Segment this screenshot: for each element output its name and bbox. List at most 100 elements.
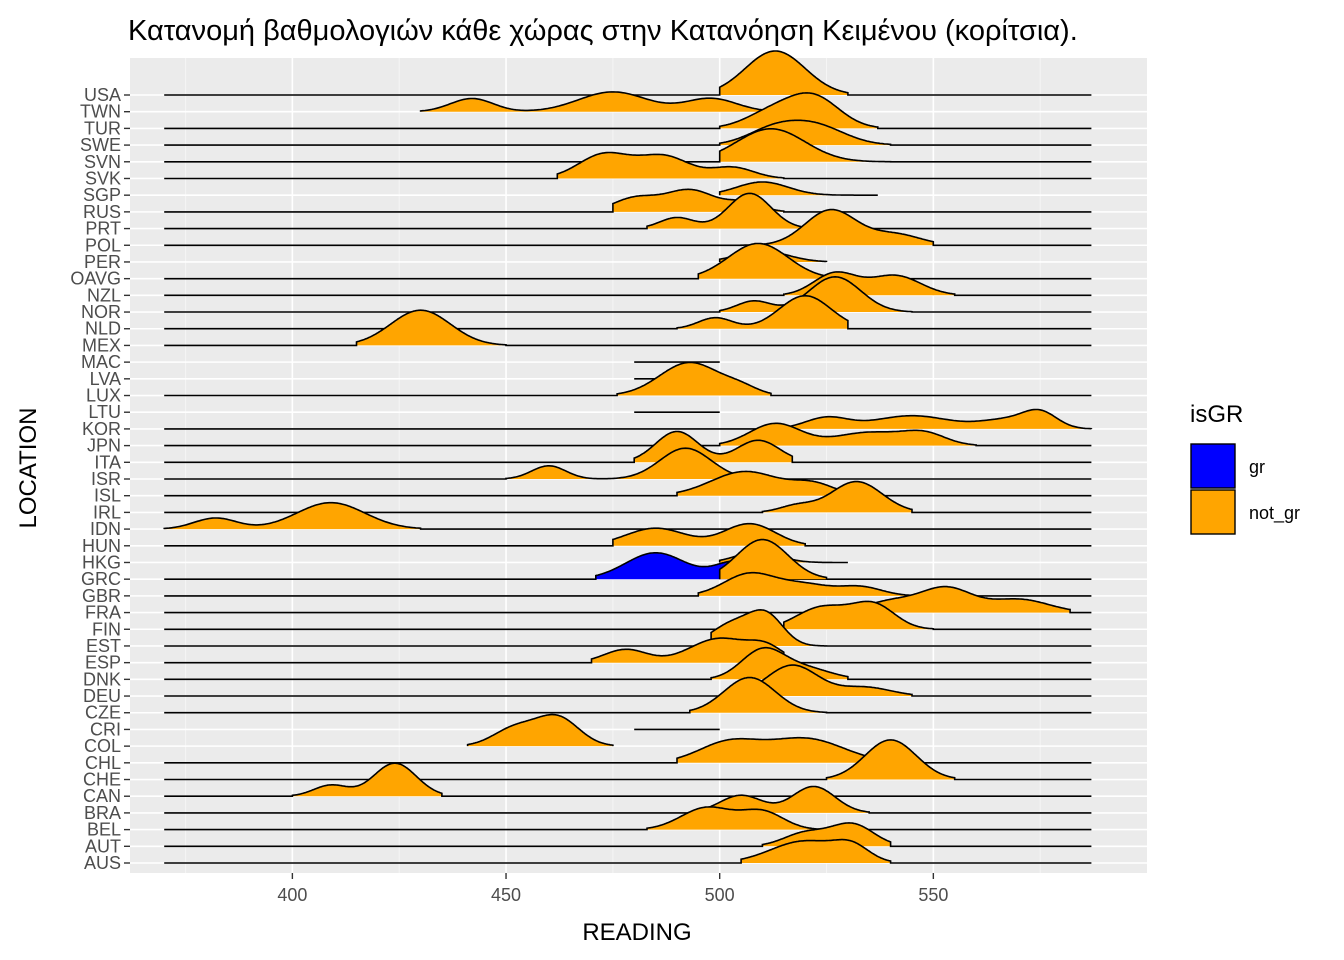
ridge-esp-not_gr xyxy=(164,637,1092,664)
y-tick-label: PER xyxy=(84,252,121,272)
ridge-outline xyxy=(164,447,1092,480)
ridge-bel-not_gr xyxy=(164,806,1092,831)
ridge-svk-not_gr xyxy=(164,151,1092,180)
ridge-fill xyxy=(677,295,848,329)
ridge-outline xyxy=(164,128,1092,163)
y-tick-label: AUT xyxy=(85,836,121,856)
ridge-twn-not_gr xyxy=(419,91,785,113)
ridge-fill xyxy=(506,448,763,479)
ridge-irl-not_gr xyxy=(164,480,1092,514)
y-tick-label: DEU xyxy=(83,686,121,706)
ridge-outline xyxy=(718,538,828,580)
ridge-fill xyxy=(677,737,912,763)
ridge-outline xyxy=(718,181,878,196)
y-tick-label: MAC xyxy=(81,352,121,372)
y-tick-label: BRA xyxy=(84,803,121,823)
ridge-fill xyxy=(711,647,848,680)
ridge-outline xyxy=(164,275,1092,313)
ridge-outline xyxy=(164,600,1092,631)
ridge-outline xyxy=(164,271,1092,297)
ridge-outline xyxy=(164,480,1092,514)
ridge-outline xyxy=(164,422,1092,447)
ridge-mex-not_gr xyxy=(164,309,1092,347)
ridge-outline xyxy=(164,92,1092,130)
y-tick-label: USA xyxy=(84,85,121,105)
plot-panel xyxy=(130,58,1147,873)
y-tick-label: CHE xyxy=(83,770,121,790)
ridge-fill xyxy=(719,128,891,162)
legend-title: isGR xyxy=(1190,401,1243,428)
ridge-series xyxy=(163,50,1093,864)
y-tick-label: FRA xyxy=(85,603,121,623)
ridge-idn-not_gr xyxy=(163,501,1092,530)
ridge-nor-not_gr xyxy=(164,275,1092,313)
y-tick-label: HKG xyxy=(82,552,121,572)
ridge-outline xyxy=(164,242,1092,280)
ridge-outline xyxy=(419,91,785,113)
ridge-outline xyxy=(164,571,1092,597)
ridge-outline xyxy=(164,762,1092,797)
y-tick-label: LVA xyxy=(90,369,121,389)
ridge-fill xyxy=(741,839,891,863)
y-tick-label: CRI xyxy=(90,719,121,739)
legend-key-gr xyxy=(1190,443,1236,489)
y-tick-label: DNK xyxy=(83,669,121,689)
ridge-outline xyxy=(164,50,1092,96)
ridge-fill xyxy=(591,638,784,663)
ridge-oavg-not_gr xyxy=(164,242,1092,280)
ridge-fill xyxy=(698,243,827,279)
y-tick-label: IRL xyxy=(93,502,121,522)
ridge-outline xyxy=(164,646,1092,681)
y-tick-label: TWN xyxy=(80,102,121,122)
ridge-outline xyxy=(164,408,1093,430)
y-tick-label: BEL xyxy=(87,820,121,840)
ridge-dnk-not_gr xyxy=(164,646,1092,681)
ridge-fill xyxy=(719,92,878,129)
legend-key-not_gr xyxy=(1190,489,1236,535)
ridge-fill xyxy=(647,806,827,830)
ridge-fill xyxy=(783,601,934,630)
ridge-fill xyxy=(826,739,955,780)
legend-label-not_gr: not_gr xyxy=(1249,503,1300,524)
ridge-fill xyxy=(762,822,891,847)
y-tick-label: LUX xyxy=(86,386,121,406)
ridge-fill xyxy=(292,763,442,797)
ridge-svn-not_gr xyxy=(164,128,1092,163)
ridge-outline xyxy=(164,430,1092,464)
ridge-outline xyxy=(164,119,1092,146)
ridge-jpn-not_gr xyxy=(164,422,1092,447)
ridge-outline xyxy=(164,739,1092,781)
legend-label-gr: gr xyxy=(1249,457,1265,477)
y-tick-label: NLD xyxy=(85,319,121,339)
ridge-outline xyxy=(164,208,1092,247)
y-tick-label: TUR xyxy=(84,118,121,138)
ridge-kor-not_gr xyxy=(164,408,1093,430)
x-tick-label: 400 xyxy=(277,885,307,905)
ridge-fill xyxy=(557,152,784,179)
x-tick-label: 450 xyxy=(491,885,521,905)
y-tick-label: IDN xyxy=(90,519,121,539)
legend: isGR gr not_gr xyxy=(1190,401,1300,535)
y-tick-label: SWE xyxy=(80,135,121,155)
y-tick-label: ISL xyxy=(94,486,121,506)
ridge-col-not_gr xyxy=(466,713,614,747)
ridge-outline xyxy=(164,608,1092,647)
ridge-outline xyxy=(164,309,1092,347)
y-tick-label: SVK xyxy=(85,168,121,188)
y-tick-label: NOR xyxy=(81,302,121,322)
ridge-nld-not_gr xyxy=(164,294,1092,330)
y-tick-label: SGP xyxy=(83,185,121,205)
ridge-outline xyxy=(164,294,1092,330)
y-tick-label: LTU xyxy=(88,402,121,422)
y-tick-label: JPN xyxy=(87,436,121,456)
y-tick-label: FIN xyxy=(92,619,121,639)
ridge-outline xyxy=(164,838,1092,864)
y-tick-label: HUN xyxy=(82,536,121,556)
ridge-outline xyxy=(466,713,614,747)
ridge-est-not_gr xyxy=(164,608,1092,647)
y-tick-label: SVN xyxy=(84,152,121,172)
ridge-outline xyxy=(164,192,1092,230)
ridge-isr-not_gr xyxy=(164,447,1092,480)
x-axis-label: READING xyxy=(582,919,691,946)
